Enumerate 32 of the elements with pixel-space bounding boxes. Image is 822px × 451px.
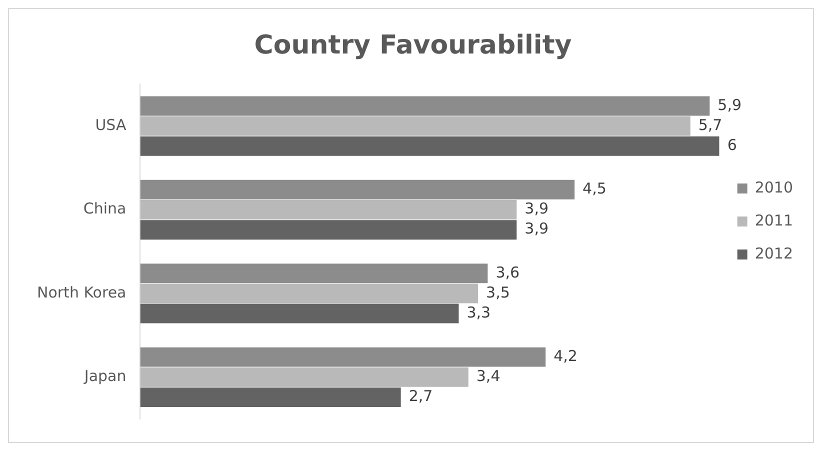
- bar: [140, 304, 459, 324]
- bar: [140, 96, 710, 116]
- data-label: 5,7: [698, 116, 722, 134]
- data-label: 3,5: [486, 283, 510, 302]
- chart-title: Country Favourability: [254, 30, 572, 60]
- bar: [140, 264, 488, 284]
- bar: [140, 347, 546, 367]
- data-label: 3,3: [466, 303, 491, 322]
- data-label: 4,2: [554, 346, 578, 365]
- data-label: 3,6: [496, 263, 520, 282]
- legend-label: 2011: [754, 211, 794, 230]
- legend-label: 2010: [754, 178, 794, 196]
- bar: [140, 116, 690, 136]
- data-label: 2,7: [408, 387, 433, 406]
- bar: [140, 367, 468, 387]
- bar: [140, 136, 720, 156]
- bar: [140, 200, 517, 220]
- y-tick-label: China: [83, 200, 126, 218]
- y-tick-label: North Korea: [36, 283, 126, 302]
- data-label: 5,9: [718, 96, 742, 114]
- bar: [140, 220, 517, 240]
- legend-label: 2012: [754, 244, 794, 262]
- data-label: 4,5: [582, 180, 606, 198]
- data-label: 3,4: [476, 367, 500, 386]
- data-label: 3,9: [524, 200, 549, 218]
- data-label: 3,9: [524, 220, 549, 238]
- y-tick-label: USA: [95, 116, 127, 134]
- bar: [140, 387, 401, 407]
- data-label: 6: [727, 136, 737, 154]
- y-tick-label: Japan: [83, 367, 126, 386]
- bar: [140, 284, 478, 304]
- bar: [140, 180, 575, 200]
